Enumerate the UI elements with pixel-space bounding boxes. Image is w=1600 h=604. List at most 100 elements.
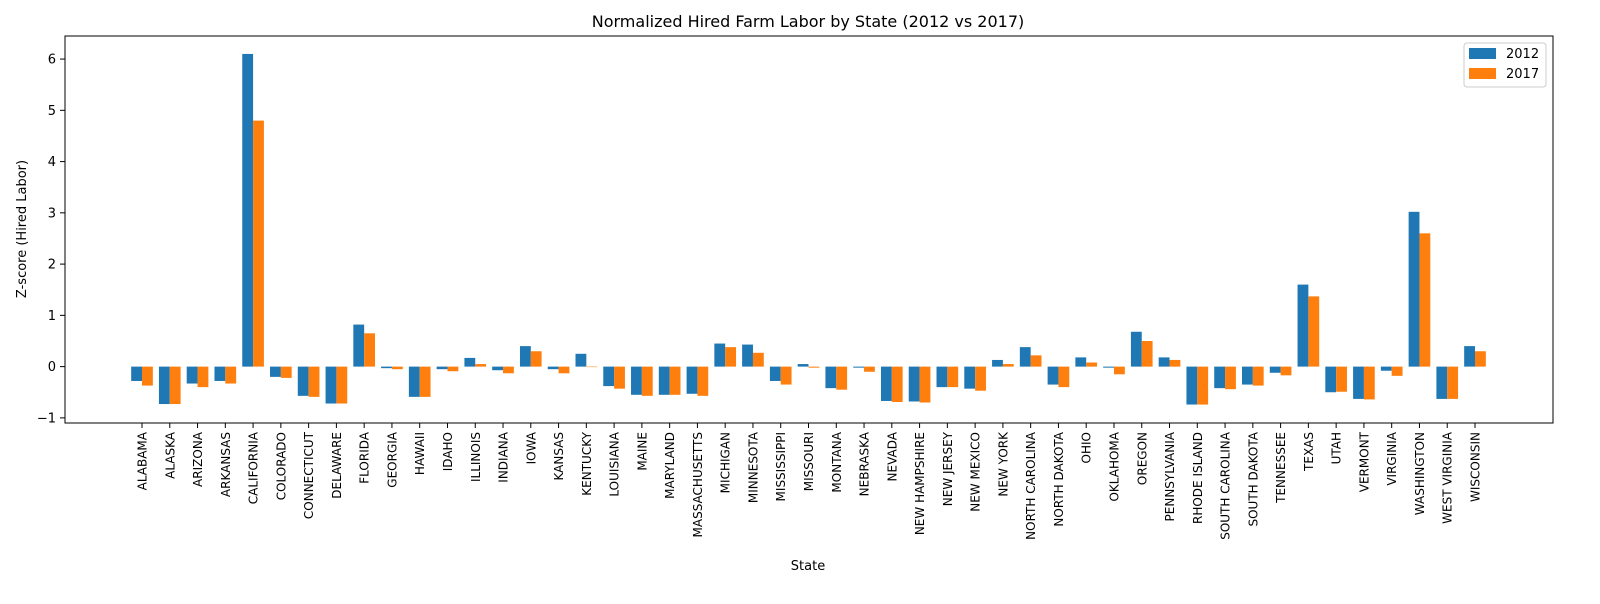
bar-2012-vermont	[1353, 366, 1364, 399]
bar-2012-arizona	[186, 366, 198, 384]
x-tick-label: COLORADO	[274, 432, 288, 500]
bar-2017-nebraska	[864, 366, 875, 372]
bar-2017-california	[253, 120, 264, 367]
x-tick-label: MINNESOTA	[746, 431, 760, 503]
bar-2017-new-hampshire	[919, 366, 931, 403]
bar-2017-kansas	[558, 366, 570, 374]
x-tick-label: ALASKA	[163, 431, 177, 479]
bar-2012-maryland	[658, 366, 670, 395]
bar-2012-michigan	[714, 343, 726, 367]
bar-2012-west-virginia	[1436, 366, 1448, 399]
x-tick-label: MARYLAND	[663, 432, 677, 499]
bar-2012-arkansas	[214, 366, 226, 381]
x-tick-label: ARKANSAS	[219, 432, 233, 497]
bar-2017-ohio	[1086, 362, 1098, 367]
bar-2012-virginia	[1380, 366, 1392, 371]
bar-2017-rhode-island	[1197, 366, 1209, 405]
bar-2017-mississippi	[780, 366, 792, 385]
bar-2017-massachusetts	[697, 366, 709, 396]
bar-2012-new-jersey	[936, 366, 948, 388]
x-tick-label: NEW MEXICO	[969, 432, 983, 512]
bar-2012-south-carolina	[1214, 366, 1226, 389]
bar-2012-hawaii	[408, 366, 420, 397]
bar-2017-washington	[1419, 233, 1431, 367]
x-tick-label: VERMONT	[1357, 431, 1371, 492]
x-tick-label: OKLAHOMA	[1107, 431, 1121, 501]
bar-2012-kentucky	[575, 353, 587, 367]
x-tick-label: MAINE	[635, 432, 649, 471]
bar-2012-indiana	[492, 366, 504, 371]
x-tick-label: NORTH CAROLINA	[1024, 431, 1038, 540]
bar-2012-oregon	[1130, 331, 1142, 367]
bar-2012-new-hampshire	[908, 366, 920, 402]
x-axis-label: State	[791, 559, 825, 574]
bar-2017-michigan	[725, 347, 737, 367]
x-tick-label: DELAWARE	[330, 432, 344, 499]
x-tick-label: MISSOURI	[802, 432, 816, 491]
bar-2012-north-dakota	[1047, 366, 1059, 385]
bar-2012-mississippi	[769, 366, 781, 381]
bar-2017-west-virginia	[1447, 366, 1459, 399]
bar-2017-illinois	[475, 364, 487, 367]
bar-2012-illinois	[464, 357, 476, 367]
bar-2012-massachusetts	[686, 366, 698, 394]
bar-2012-alabama	[131, 366, 142, 381]
bar-2017-new-mexico	[975, 366, 986, 391]
bar-2017-maine	[641, 366, 653, 396]
bar-2012-rhode-island	[1186, 366, 1198, 405]
bar-2012-washington	[1408, 211, 1420, 367]
bar-2017-florida	[364, 333, 375, 367]
x-tick-label: ARIZONA	[191, 431, 205, 487]
bar-2017-south-dakota	[1252, 366, 1264, 386]
y-tick-label: 2	[48, 258, 56, 273]
x-tick-label: LOUISIANA	[608, 431, 622, 496]
x-tick-label: RHODE ISLAND	[1191, 432, 1205, 524]
bar-2017-maryland	[669, 366, 681, 395]
x-tick-label: WASHINGTON	[1413, 432, 1427, 515]
plot-frame	[64, 35, 1554, 424]
bar-2017-virginia	[1391, 366, 1403, 376]
x-tick-label: FLORIDA	[358, 431, 372, 484]
x-tick-label: IDAHO	[441, 432, 455, 471]
bar-2017-south-carolina	[1225, 366, 1236, 390]
bar-2017-new-jersey	[947, 366, 959, 388]
bar-2017-colorado	[280, 366, 292, 378]
bar-2017-delaware	[336, 366, 348, 404]
x-tick-label: UTAH	[1330, 432, 1344, 464]
x-tick-label: CONNECTICUT	[302, 431, 316, 519]
bar-2017-arkansas	[225, 366, 237, 384]
x-tick-label: TENNESSEE	[1274, 432, 1288, 504]
bar-2017-arizona	[197, 366, 209, 388]
bar-2017-new-york	[1002, 364, 1014, 367]
x-tick-label: NEW YORK	[996, 431, 1010, 497]
bar-2017-montana	[836, 366, 848, 390]
x-tick-label: MISSISSIPPI	[774, 432, 788, 501]
bar-2012-connecticut	[297, 366, 309, 396]
bar-2017-north-carolina	[1030, 355, 1042, 367]
bar-2012-kansas	[547, 366, 559, 370]
y-tick-label: −1	[37, 411, 56, 426]
bar-2017-oklahoma	[1113, 366, 1125, 375]
x-tick-label: SOUTH DAKOTA	[1246, 431, 1260, 526]
bar-2012-louisiana	[603, 366, 615, 387]
bar-2017-alabama	[142, 366, 153, 386]
x-tick-label: SOUTH CAROLINA	[1219, 431, 1233, 540]
bar-2012-delaware	[325, 366, 337, 404]
x-tick-label: NEW JERSEY	[941, 431, 955, 506]
bar-2017-tennessee	[1280, 366, 1292, 376]
bar-2017-alaska	[169, 366, 181, 405]
bar-2012-oklahoma	[1103, 366, 1114, 368]
bar-2017-idaho	[447, 366, 459, 372]
x-tick-label: MICHIGAN	[719, 432, 733, 493]
x-tick-label: VIRGINIA	[1385, 431, 1399, 485]
x-tick-label: INDIANA	[497, 431, 511, 482]
bar-2012-pennsylvania	[1158, 357, 1170, 367]
bar-2012-nebraska	[853, 366, 865, 368]
y-tick-label: 6	[48, 53, 56, 68]
y-tick-label: 4	[48, 155, 56, 170]
bar-2012-montana	[825, 366, 837, 389]
x-tick-label: NEBRASKA	[858, 431, 872, 496]
bar-2012-florida	[353, 324, 365, 367]
